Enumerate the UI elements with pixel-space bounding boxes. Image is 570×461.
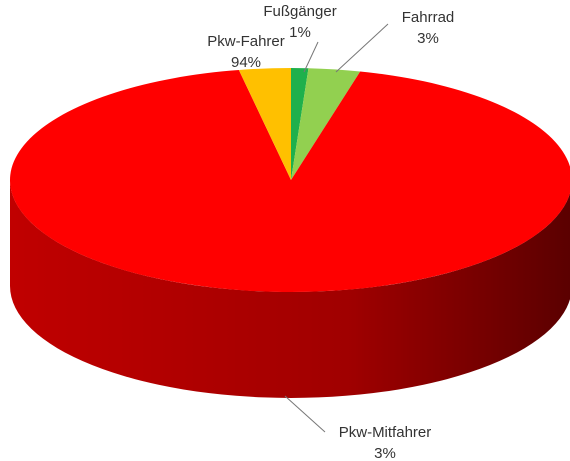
slice (238, 68, 291, 180)
slice-value-label: 3% (374, 445, 396, 461)
slice-label: Fahrrad (402, 9, 455, 26)
slice-value-label: 3% (417, 30, 439, 47)
slice (10, 69, 570, 292)
leader-line (335, 23, 389, 73)
slice-value-label: 1% (289, 24, 311, 41)
leader-line (284, 395, 326, 433)
slice-side (10, 180, 570, 398)
leader-line (303, 41, 319, 73)
slice (291, 68, 361, 180)
slice-label: Pkw-Mitfahrer (339, 424, 432, 441)
slice-label: Fußgänger (263, 3, 336, 20)
slice (291, 68, 309, 180)
slice-value-label: 94% (231, 54, 261, 71)
slice-label: Pkw-Fahrer (207, 33, 285, 50)
